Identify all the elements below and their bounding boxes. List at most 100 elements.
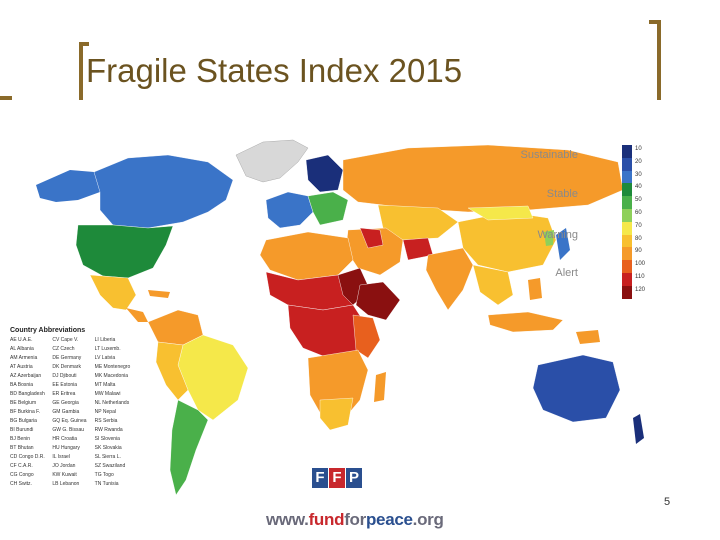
canada-shape [93,154,234,229]
legend-swatch [622,221,632,235]
russia-shape [342,144,624,213]
abbreviation-item: BG Bulgaria [10,418,37,424]
abbreviation-item: RW Rwanda [94,427,123,433]
south-africa-shape [319,397,354,431]
greenland-shape [235,139,309,183]
abbreviation-item: TG Togo [94,472,114,478]
abbreviation-item: HU Hungary [52,445,80,451]
abbreviation-item: BT Bhutan [10,445,34,451]
png-shape [576,330,600,344]
logo-letter: F [329,468,345,488]
abbreviation-item: BD Bangladesh [10,391,45,397]
abbreviation-item: BJ Benin [10,436,31,442]
abbreviation-item: CH Switz. [10,481,32,487]
abbreviation-item: HR Croatia [52,436,78,442]
abbreviation-item: MT Malta [94,382,116,388]
legend-tick-label: 30 [635,171,642,178]
abbreviation-item: RS Serbia [94,418,118,424]
korea-shape [544,230,554,246]
world-map-svg [8,100,663,532]
europe-east-shape [307,191,349,226]
europe-west-shape [265,191,314,229]
abbreviation-item: AT Austria [10,364,33,370]
abbreviation-item: SZ Swaziland [94,463,126,469]
abbreviation-item: GQ Eq. Guinea [52,418,87,424]
abbreviation-item: IL Israel [52,454,70,460]
abbreviation-item: ME Montenegro [94,364,131,370]
abbreviation-item: DE Germany [52,355,82,361]
abbreviation-item: MW Malawi [94,391,121,397]
abbreviation-item: CG Congo [10,472,34,478]
legend-caption-sustainable: Sustainable [520,149,579,161]
abbreviation-item: SK Slovakia [94,445,122,451]
new-zealand-shape [633,414,644,444]
legend-swatch [622,170,632,184]
legend-swatch [622,247,632,261]
url-fund: fund [308,510,345,529]
url-suffix: .org [412,510,444,529]
url-prefix: www. [266,510,309,529]
slide-title: Fragile States Index 2015 [86,52,463,89]
abbreviation-item: CD Congo D.R. [10,454,45,460]
abbreviation-item: CF C.A.R. [10,463,33,469]
legend-swatch [622,285,632,299]
abbreviations-title: Country Abbreviations [10,327,86,334]
iraq-syria-shape [359,227,384,249]
abbreviation-item: SI Slovenia [94,436,120,442]
abbreviation-item: JO Jordan [52,463,76,469]
abbreviation-item: GM Gambia [52,409,80,415]
abbreviation-item: LB Lebanon [52,481,80,487]
legend-tick-label: 90 [635,248,642,255]
japan-shape [556,228,570,260]
se-asia-shape [472,264,514,306]
east-africa-shape [352,314,381,359]
footer-url[interactable]: www.fundforpeace.org [266,510,444,530]
abbreviation-item: BE Belgium [10,400,37,406]
southern-cone-shape [169,399,209,496]
title-bracket-left [79,42,89,100]
abbreviation-item: SL Sierra L. [94,454,121,460]
page-number: 5 [664,496,671,508]
abbreviation-item: KW Kuwait [52,472,77,478]
logo-letter: P [346,468,362,488]
legend-swatch [622,260,632,273]
philippines-shape [528,278,542,300]
abbreviation-item: AZ Azerbaijan [10,373,42,379]
abbreviation-item: ER Eritrea [52,391,76,397]
abbreviation-item: DJ Djibouti [52,373,77,379]
legend-tick-label: 10 [635,146,642,152]
abbreviation-item: LI Liberia [94,337,116,343]
legend-tick-label: 70 [635,222,642,229]
mexico-shape [89,274,137,311]
abbreviation-item: TN Tunisia [94,481,119,487]
legend-swatch [622,145,632,158]
indonesia-shape [487,311,564,333]
legend-caption-warning: Warning [537,229,578,241]
world-map [8,100,663,532]
legend-tick-label: 110 [635,274,645,280]
legend-tick-label: 120 [635,286,646,293]
legend-tick-label: 60 [635,210,642,216]
logo-letter: F [312,468,328,488]
abbreviation-item: BF Burkina F. [10,409,41,415]
abbreviation-item: LV Latvia [94,355,116,361]
caribbean-shape [148,290,170,298]
legend-caption-alert: Alert [555,267,578,279]
andes-shape [155,341,189,401]
title-bracket-right [649,20,661,100]
abbreviation-item: GE Georgia [52,400,79,406]
legend-caption-stable: Stable [546,188,578,200]
abbreviation-item: AM Armenia [10,355,38,361]
legend-tick-label: 50 [635,197,642,204]
mongolia-shape [467,205,534,221]
legend-swatch [622,234,632,248]
scandinavia-shape [305,154,344,193]
alaska-shape [36,170,100,202]
legend-swatch [622,209,632,222]
usa-shape [75,224,174,279]
legend-swatch [622,157,632,171]
abbreviation-item: GW G. Bissau [52,427,85,433]
abbreviation-item: AL Albania [10,346,34,352]
legend-tick-label: 40 [635,184,642,191]
